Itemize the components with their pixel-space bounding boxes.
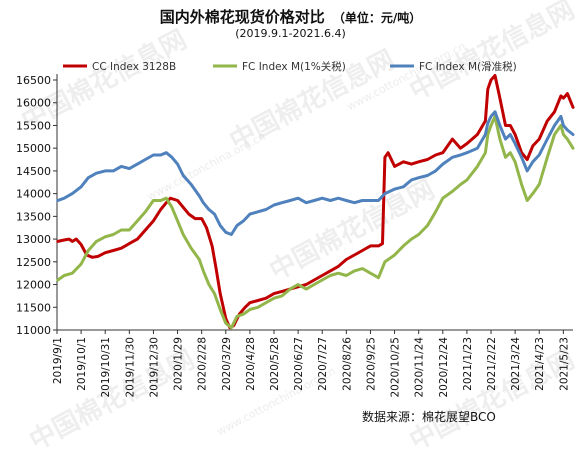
x-tick-label: 2019/11/30 [124,337,136,398]
x-tick-label: 2019/9/1 [52,337,64,384]
y-tick-label: 13000 [16,233,51,246]
x-tick-label: 2021/1/23 [462,337,474,391]
chart-title: 国内外棉花现货价格对比 （单位：元/吨） [0,6,581,27]
x-tick-label: 2020/6/27 [293,337,305,391]
chart-title-text: 国内外棉花现货价格对比 [159,8,325,26]
x-tick-label: 2021/4/23 [534,337,546,391]
y-tick-label: 12500 [16,256,51,269]
y-tick-label: 14500 [16,165,51,178]
chart-unit: （单位：元/吨） [332,11,422,25]
legend-label: FC Index M(滑准税) [419,60,517,73]
x-tick-label: 2021/2/22 [486,337,498,391]
series-line [56,110,575,236]
legend-label: FC Index M(1%关税) [242,60,346,73]
x-tick-label: 2021/5/23 [558,337,570,391]
x-tick-label: 2019/10/31 [100,337,112,398]
y-tick-label: 11000 [16,324,51,337]
x-tick-label: 2020/1/29 [173,337,185,391]
x-tick-label: 2020/9/25 [365,337,377,391]
data-source: 数据来源：棉花展望BCO [362,410,496,424]
y-tick-label: 16500 [16,74,51,87]
x-tick-label: 2019/10/1 [76,337,88,391]
y-tick-label: 15500 [16,119,51,132]
chart-subtitle: (2019.9.1-2021.6.4) [235,27,346,40]
x-tick-label: 2020/4/28 [245,337,257,391]
legend-label: CC Index 3128B [92,61,176,73]
y-tick-label: 11500 [16,301,51,314]
x-tick-label: 2020/8/26 [341,337,353,391]
x-tick-label: 2021/3/24 [510,337,522,391]
x-tick-label: 2019/12/30 [148,337,160,398]
x-tick-label: 2020/7/27 [317,337,329,391]
x-tick-label: 2020/2/28 [197,337,209,391]
series-line [56,74,575,330]
y-tick-label: 16000 [16,97,51,110]
series-line [56,114,575,330]
line-chart: 11000 11500 12000 12500 13000 13500 14000 14500… [16,60,575,398]
y-tick-label: 13500 [16,210,51,223]
y-tick-label: 12000 [16,279,51,292]
x-tick-label: 2020/11/24 [414,337,426,398]
x-tick-label: 2020/5/28 [269,337,281,391]
y-tick-label: 15000 [16,142,51,155]
x-tick-label: 2020/3/29 [221,337,233,391]
y-tick-label: 14000 [16,188,51,201]
x-tick-label: 2020/10/25 [390,337,402,398]
x-tick-label: 2020/12/24 [438,337,450,398]
